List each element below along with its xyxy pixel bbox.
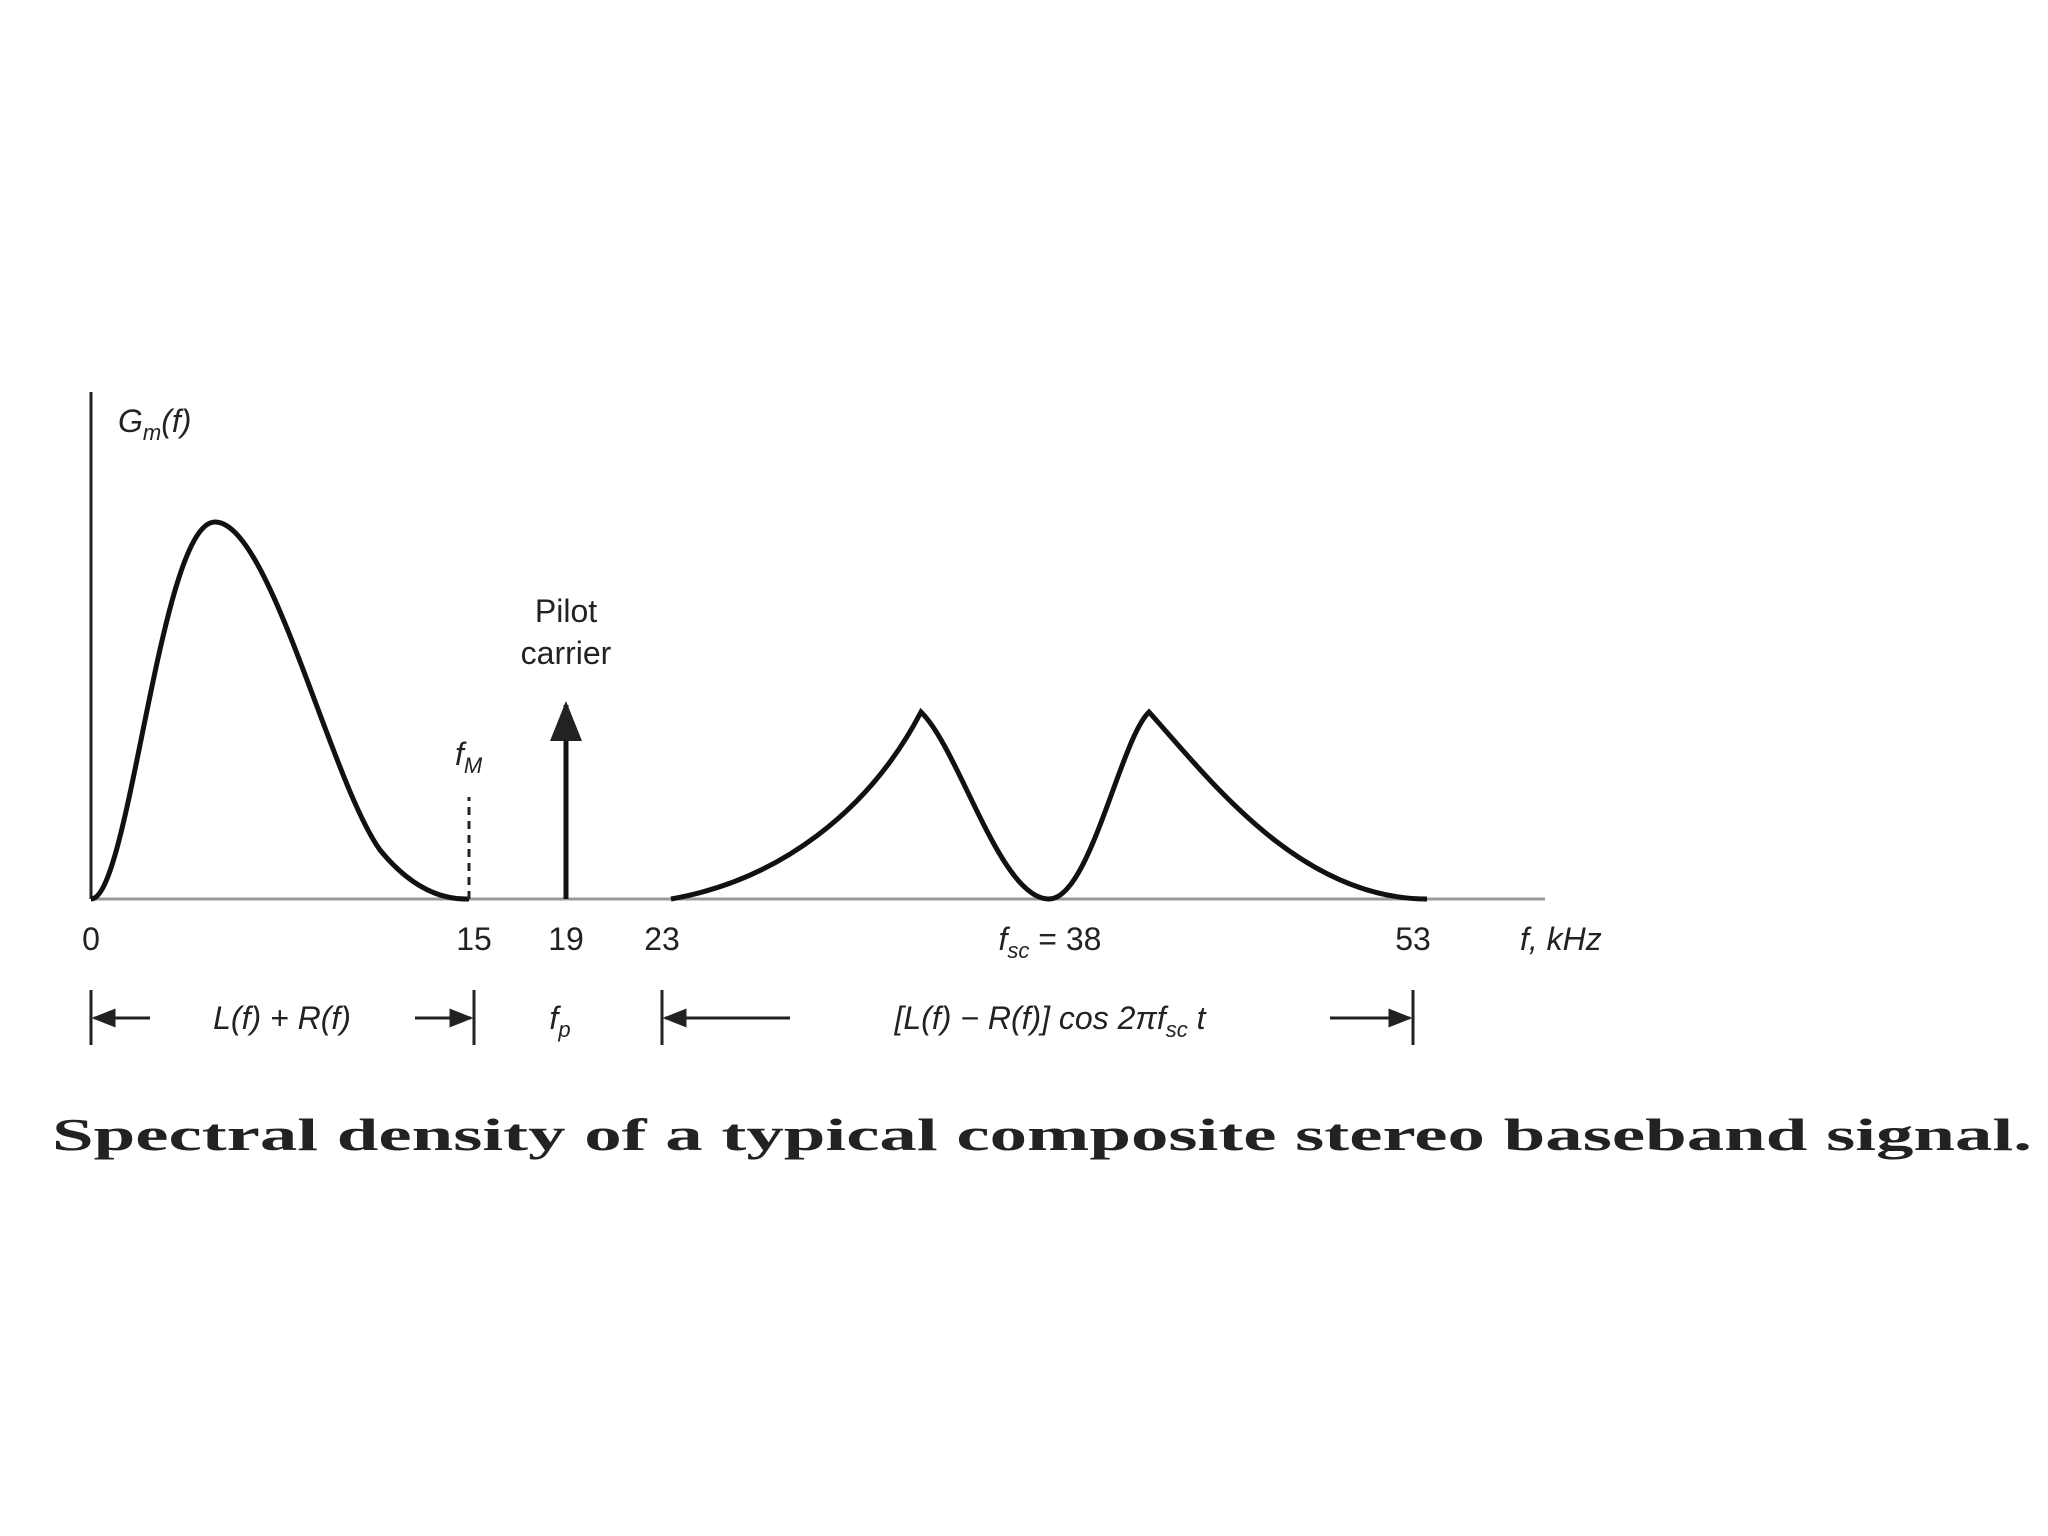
label-part: = 38 [1029,921,1101,957]
sum-spectrum [90,519,470,902]
difference-spectrum [670,707,1428,902]
label-part: p [557,1017,570,1042]
x-axis-label: f, kHz [1520,921,1602,957]
label-part: [L(f) − R(f)] cos 2π [893,1000,1157,1036]
label-part: t [1188,1000,1207,1036]
fm-label: fM [455,736,483,778]
tick-label: fsc = 38 [999,921,1102,963]
band-label: [L(f) − R(f)] cos 2πfsc t [893,1000,1206,1042]
tick-label: 0 [82,921,100,957]
label-part: (f) [161,403,191,439]
y-axis-label: Gm(f) [118,403,191,445]
band-label: fp [549,1000,570,1042]
label-part: sc [1166,1017,1188,1042]
pilot-label: Pilot [535,593,597,629]
tick-label: 23 [644,921,680,957]
label-part: sc [1007,938,1029,963]
label-part: G [118,403,143,439]
tick-label: 53 [1395,921,1431,957]
label-part: m [143,420,161,445]
pilot-label: carrier [521,635,612,671]
caption: Spectral density of a typical composite … [52,1109,2032,1160]
tick-label: 15 [456,921,492,957]
tick-label: 19 [548,921,584,957]
label-part: M [464,753,483,778]
band-label: L(f) + R(f) [213,1000,351,1036]
